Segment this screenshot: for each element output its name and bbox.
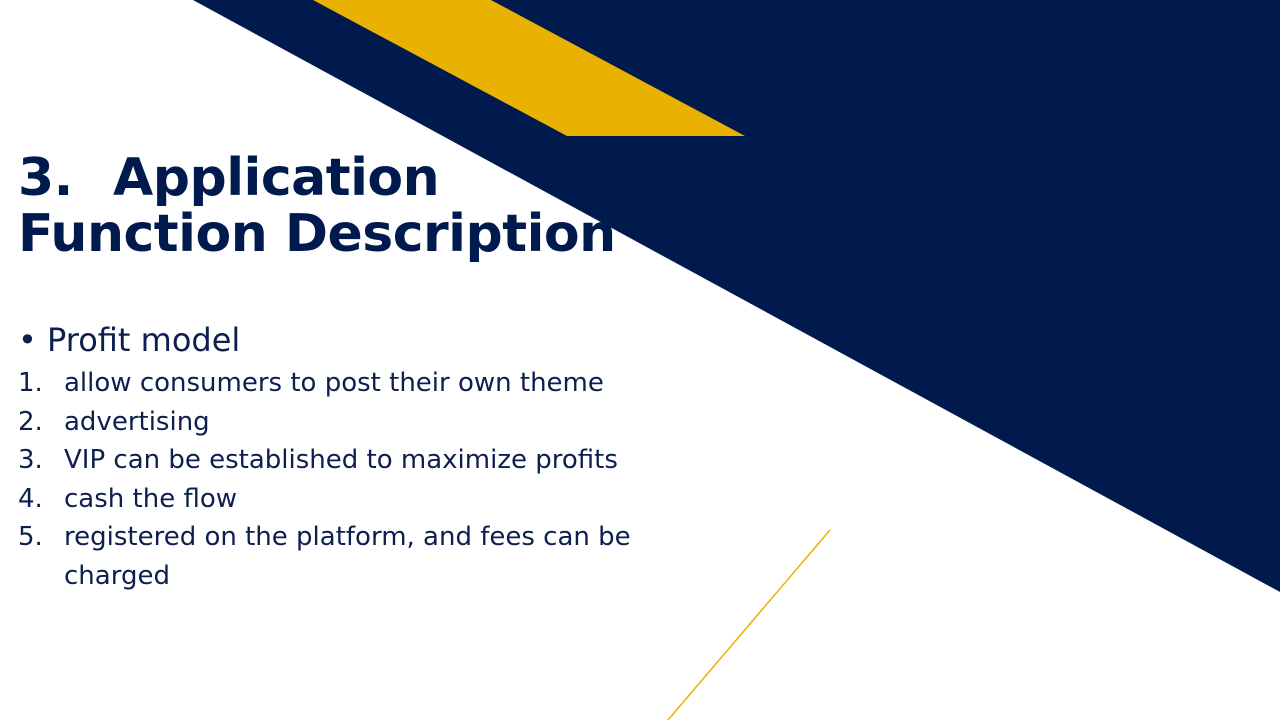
list-item-text: allow consumers to post their own theme <box>64 368 604 398</box>
title-line-2: Function Description <box>18 204 616 264</box>
list-item: 2. advertising <box>18 403 698 442</box>
list-item: 3. VIP can be established to maximize pro… <box>18 441 698 480</box>
title-line-1: 3. Application <box>18 150 616 206</box>
title-text-1: Application <box>113 148 440 208</box>
navy-triangle <box>193 0 1280 592</box>
bullet-text: Profit model <box>47 321 241 359</box>
list-item-text: registered on the platform, and fees can… <box>64 522 631 591</box>
list-item-number: 2. <box>18 406 43 437</box>
gold-stripe <box>313 0 745 136</box>
gold-diagonal-line <box>667 529 831 720</box>
profit-model-list: 1. allow consumers to post their own them… <box>18 364 698 595</box>
title-number: 3. <box>18 148 73 208</box>
bullet-profit-model: • Profit model <box>18 320 240 360</box>
list-item-text: cash the flow <box>64 483 237 514</box>
list-item: 5. registered on the platform, and fees c… <box>18 518 698 595</box>
list-item-number: 5. <box>18 522 43 552</box>
bullet-dot-icon: • <box>18 321 37 359</box>
list-item-number: 4. <box>18 483 43 514</box>
list-item-number: 1. <box>18 368 43 398</box>
list-item-number: 3. <box>18 445 43 475</box>
list-item-text: advertising <box>64 406 210 437</box>
slide-title: 3. Application Function Description <box>18 150 616 262</box>
list-item: 4. cash the flow <box>18 480 698 519</box>
list-item-text: VIP can be established to maximize profi… <box>64 445 618 475</box>
list-item: 1. allow consumers to post their own them… <box>18 364 698 403</box>
